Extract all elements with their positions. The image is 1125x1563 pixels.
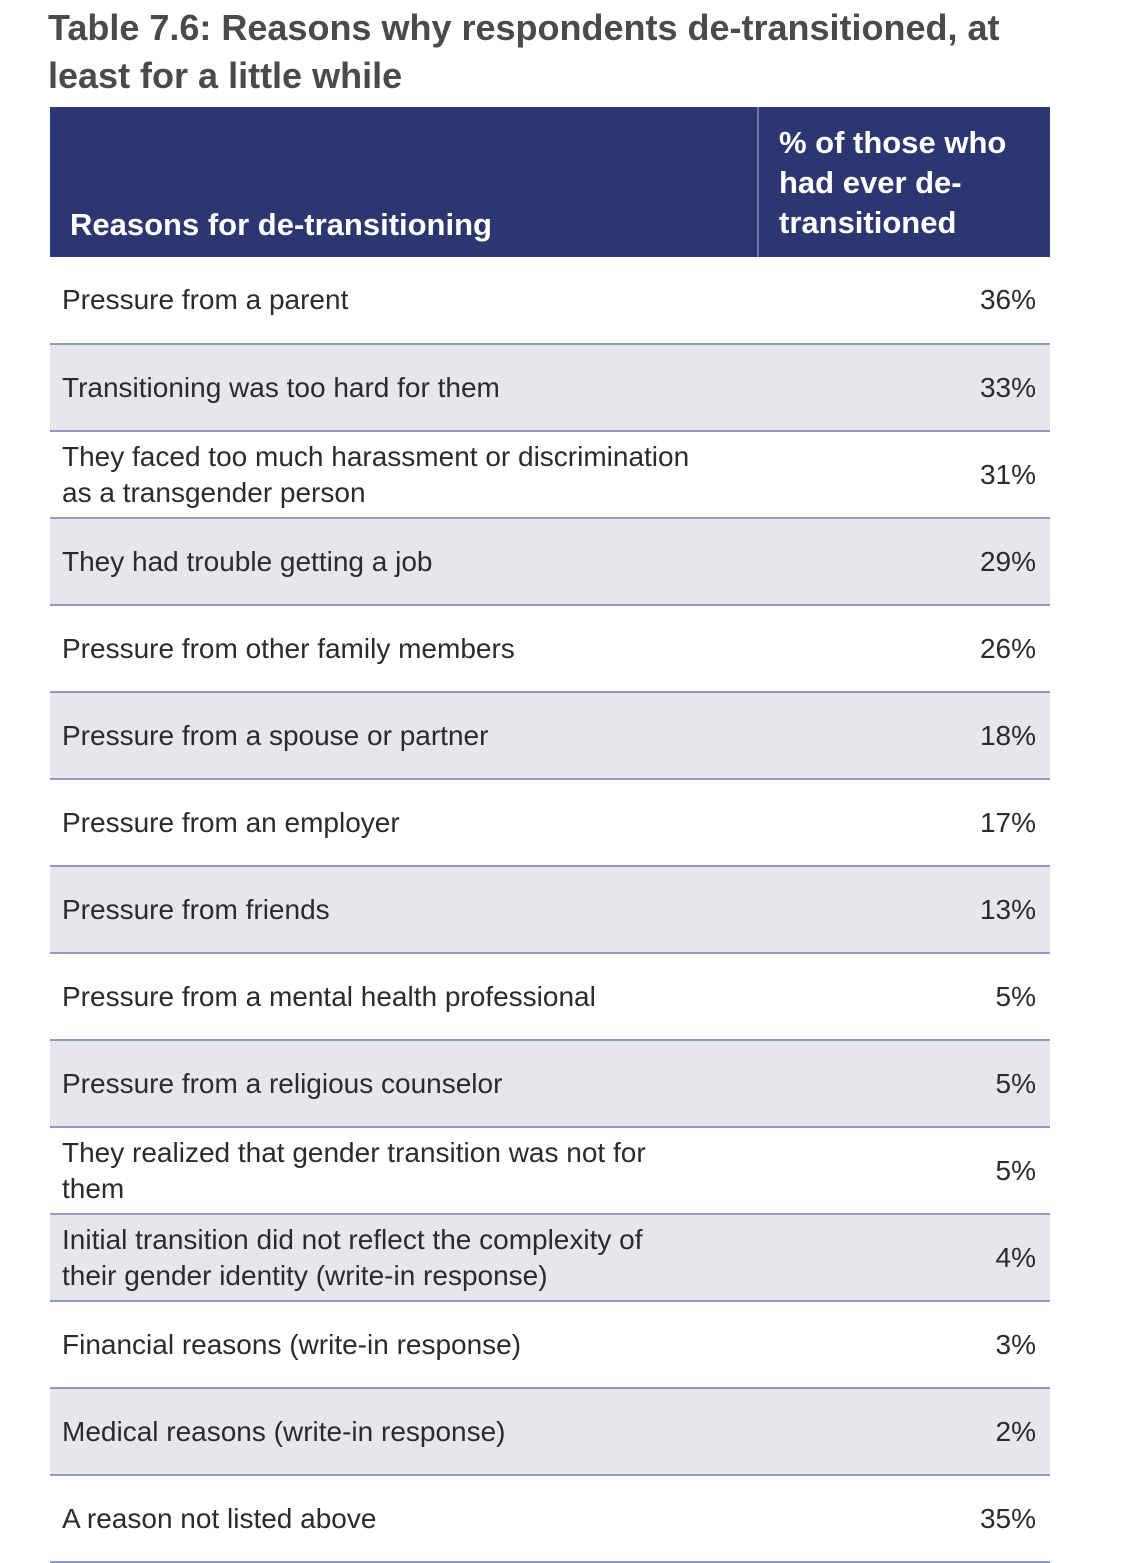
- table-row: Financial reasons (write-in response) 3%: [50, 1301, 1050, 1389]
- reason-cell: Transitioning was too hard for them: [50, 344, 758, 432]
- percent-cell: 17%: [758, 779, 1050, 867]
- percent-cell: 36%: [758, 257, 1050, 345]
- table-row: They had trouble getting a job 29%: [50, 518, 1050, 606]
- percent-cell: 31%: [758, 431, 1050, 519]
- table-row: Initial transition did not reflect the c…: [50, 1214, 1050, 1302]
- reason-cell: They realized that gender transition was…: [50, 1127, 758, 1215]
- column-header-reason: Reasons for de-transitioning: [50, 107, 758, 257]
- percent-cell: 26%: [758, 605, 1050, 693]
- percent-cell: 35%: [758, 1475, 1050, 1563]
- table-row: Transitioning was too hard for them 33%: [50, 344, 1050, 432]
- table-title: Table 7.6: Reasons why respondents de-tr…: [48, 7, 1000, 96]
- table-row: Pressure from a spouse or partner 18%: [50, 692, 1050, 780]
- reason-cell: A reason not listed above: [50, 1475, 758, 1563]
- reason-cell: Pressure from a religious counselor: [50, 1040, 758, 1128]
- reason-cell: Pressure from a mental health profession…: [50, 953, 758, 1041]
- reasons-table: Reasons for de-transitioning % of those …: [50, 107, 1050, 1563]
- reason-cell: They had trouble getting a job: [50, 518, 758, 606]
- table-row: Pressure from other family members 26%: [50, 605, 1050, 693]
- reason-cell: Medical reasons (write-in response): [50, 1388, 758, 1476]
- percent-cell: 29%: [758, 518, 1050, 606]
- table-row: A reason not listed above 35%: [50, 1475, 1050, 1563]
- table-row: They faced too much harassment or discri…: [50, 431, 1050, 519]
- percent-cell: 18%: [758, 692, 1050, 780]
- reason-cell: Pressure from a spouse or partner: [50, 692, 758, 780]
- table-row: Pressure from an employer 17%: [50, 779, 1050, 867]
- table-row: Pressure from a parent 36%: [50, 257, 1050, 345]
- percent-cell: 4%: [758, 1214, 1050, 1302]
- data-table-container: Reasons for de-transitioning % of those …: [50, 107, 1050, 1563]
- reason-cell: Pressure from an employer: [50, 779, 758, 867]
- percent-cell: 2%: [758, 1388, 1050, 1476]
- reason-cell: Pressure from a parent: [50, 257, 758, 345]
- reason-cell: Pressure from friends: [50, 866, 758, 954]
- reason-cell: Financial reasons (write-in response): [50, 1301, 758, 1389]
- table-row: Pressure from a religious counselor 5%: [50, 1040, 1050, 1128]
- percent-cell: 5%: [758, 1127, 1050, 1215]
- table-row: Pressure from friends 13%: [50, 866, 1050, 954]
- table-header-row: Reasons for de-transitioning % of those …: [50, 107, 1050, 257]
- reason-cell: Initial transition did not reflect the c…: [50, 1214, 758, 1302]
- percent-cell: 5%: [758, 953, 1050, 1041]
- table-row: They realized that gender transition was…: [50, 1127, 1050, 1215]
- percent-cell: 5%: [758, 1040, 1050, 1128]
- column-header-percent: % of those who had ever de-transitioned: [757, 107, 1050, 257]
- reason-cell: They faced too much harassment or discri…: [50, 431, 758, 519]
- reason-cell: Pressure from other family members: [50, 605, 758, 693]
- percent-cell: 33%: [758, 344, 1050, 432]
- percent-cell: 3%: [758, 1301, 1050, 1389]
- percent-cell: 13%: [758, 866, 1050, 954]
- table-row: Medical reasons (write-in response) 2%: [50, 1388, 1050, 1476]
- table-row: Pressure from a mental health profession…: [50, 953, 1050, 1041]
